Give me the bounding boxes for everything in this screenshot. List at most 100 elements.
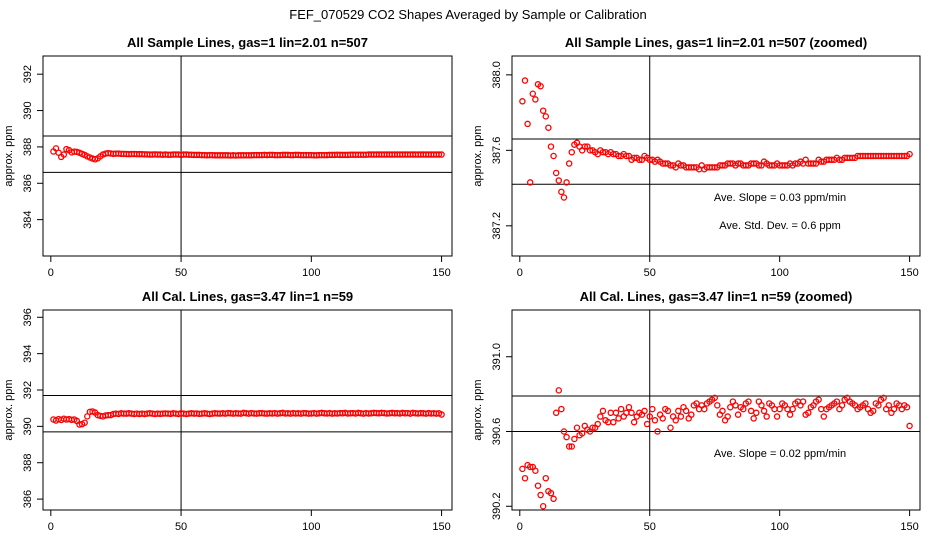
y-tick-label: 396 — [22, 308, 34, 326]
data-point — [552, 169, 560, 177]
y-tick-label: 390.2 — [491, 492, 503, 520]
data-point — [906, 422, 913, 430]
x-tick-label: 50 — [644, 521, 656, 533]
data-point — [805, 409, 812, 417]
data-point — [521, 474, 529, 482]
data-point — [885, 402, 893, 409]
data-point — [903, 403, 911, 411]
x-tick-label: 150 — [900, 521, 918, 533]
data-point — [773, 413, 781, 420]
x-tick-label: 100 — [770, 267, 788, 279]
data-point — [555, 177, 563, 184]
data-point — [521, 77, 529, 84]
data-point — [755, 162, 763, 169]
data-point — [599, 407, 607, 415]
data-point — [60, 151, 68, 158]
data-point — [550, 152, 557, 160]
panels: All Sample Lines, gas=1 lin=2.01 n=507 0 5… — [3, 35, 921, 533]
data-point — [649, 405, 656, 413]
data-point — [817, 405, 825, 413]
data-point — [589, 424, 596, 432]
chart-title: All Cal. Lines, gas=3.47 lin=1 n=59 — [142, 289, 353, 304]
data-series — [519, 387, 913, 510]
data-point — [714, 402, 721, 409]
data-point — [630, 418, 638, 426]
data-series — [50, 145, 445, 163]
data-point — [532, 467, 539, 474]
plot-frame — [511, 55, 921, 257]
plot-frame — [511, 309, 921, 511]
data-point — [875, 402, 882, 409]
data-series — [519, 77, 913, 201]
data-point — [753, 409, 760, 417]
data-point — [820, 413, 828, 420]
y-tick-label: 388.0 — [491, 61, 503, 89]
annotation-text: Ave. Slope = 0.03 ppm/min — [714, 192, 846, 204]
x-tick-label: 100 — [302, 521, 320, 533]
y-tick-label: 392 — [22, 65, 34, 83]
y-tick-label: 386 — [22, 490, 34, 508]
y-tick-label: 387.2 — [491, 212, 503, 240]
data-series — [50, 408, 445, 428]
data-point — [81, 419, 88, 426]
page-title: FEF_070529 CO2 Shapes Averaged by Sample… — [289, 7, 646, 22]
chart-panel-1: All Sample Lines, gas=1 lin=2.01 n=507 0 5… — [3, 35, 453, 279]
data-point — [628, 409, 635, 417]
data-point — [547, 489, 555, 497]
y-tick-label: 392 — [22, 381, 34, 399]
data-point — [719, 407, 726, 415]
data-point — [563, 433, 570, 441]
data-point — [688, 411, 695, 418]
x-tick-label: 150 — [432, 267, 450, 279]
chart-title: All Sample Lines, gas=1 lin=2.01 n=507 — [127, 35, 368, 50]
data-point — [560, 428, 568, 435]
data-point — [597, 413, 604, 420]
data-point — [675, 407, 682, 415]
chart-panel-2: All Sample Lines, gas=1 lin=2.01 n=507 (… — [472, 35, 921, 279]
y-tick-label: 394 — [22, 344, 34, 362]
data-point — [534, 482, 542, 489]
data-point — [558, 405, 565, 413]
y-tick-label: 391.0 — [491, 343, 503, 371]
data-point — [610, 418, 617, 426]
data-point — [643, 420, 651, 428]
data-point — [438, 411, 445, 418]
data-point — [833, 398, 841, 405]
data-point — [537, 82, 544, 90]
data-point — [571, 435, 578, 443]
data-point — [568, 148, 576, 156]
data-point — [552, 409, 560, 417]
data-point — [890, 405, 898, 413]
data-point — [810, 160, 817, 167]
data-point — [677, 413, 685, 420]
data-point — [869, 407, 877, 415]
data-point — [612, 409, 620, 417]
data-point — [526, 179, 534, 186]
data-point — [519, 465, 526, 473]
data-point — [682, 407, 690, 415]
annotation-text: Ave. Slope = 0.02 ppm/min — [714, 448, 846, 460]
data-point — [740, 405, 747, 413]
data-point — [789, 405, 796, 413]
data-point — [438, 151, 445, 158]
data-point — [555, 387, 563, 394]
data-point — [760, 407, 768, 415]
y-tick-label: 388 — [22, 454, 34, 472]
data-point — [526, 463, 534, 471]
data-point — [617, 405, 625, 413]
data-point — [532, 96, 539, 103]
data-point — [539, 107, 547, 114]
y-tick-label: 390 — [22, 417, 34, 435]
data-point — [711, 394, 718, 402]
data-point — [906, 150, 913, 158]
data-point — [542, 113, 550, 120]
data-point — [539, 503, 547, 510]
data-point — [672, 417, 679, 424]
data-point — [667, 424, 674, 432]
data-point — [786, 411, 794, 418]
data-point — [750, 415, 757, 422]
data-point — [519, 98, 526, 105]
chart-title: All Cal. Lines, gas=3.47 lin=1 n=59 (zoo… — [580, 289, 853, 304]
data-point — [594, 420, 602, 428]
data-point — [435, 151, 443, 158]
